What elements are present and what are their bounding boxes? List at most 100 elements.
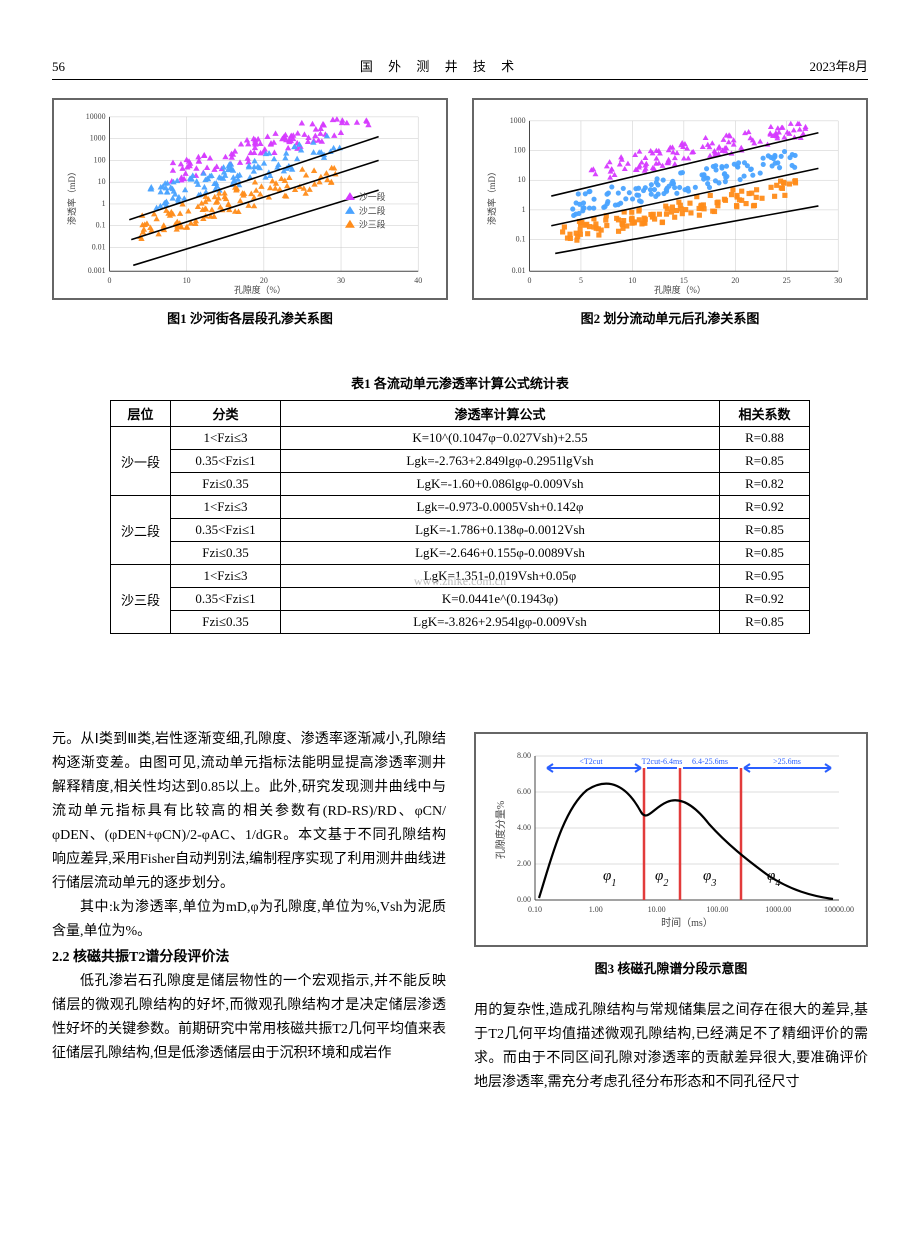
cell-r: R=0.95: [720, 565, 810, 588]
svg-text:沙二段: 沙二段: [359, 205, 386, 216]
header-date: 2023年8月: [748, 56, 868, 75]
svg-text:30: 30: [834, 276, 842, 285]
cell-category: Fzi≤0.35: [171, 473, 281, 496]
charts-row: 0.001 0.01 0.1 1 10 100 1000 10000 0 10 …: [52, 98, 868, 327]
cell-formula: LgK=1.351-0.019Vsh+0.05φ: [281, 565, 720, 588]
fig2-caption: 图2 划分流动单元后孔渗关系图: [472, 308, 868, 327]
svg-text:40: 40: [414, 276, 422, 285]
page-number: 56: [52, 59, 132, 75]
svg-text:10: 10: [98, 177, 106, 186]
right-column: 0.00 2.00 4.00 6.00 8.00 0.10 1.00 10.00…: [474, 728, 868, 1095]
cell-r: R=0.85: [720, 542, 810, 565]
svg-text:0.10: 0.10: [528, 905, 542, 914]
table-row: Fzi≤0.35LgK=-2.646+0.155φ-0.0089VshR=0.8…: [111, 542, 810, 565]
body-left-p3: 低孔渗岩石孔隙度是储层物性的一个宏观指示,并不能反映储层的微观孔隙结构的好坏,而…: [52, 970, 446, 1066]
fig2-container: 0.01 0.1 1 10 100 1000 0 5 10 15 20 25 3…: [472, 98, 868, 327]
svg-text:孔隙度分量%: 孔隙度分量%: [494, 801, 507, 859]
svg-text:1.00: 1.00: [589, 905, 603, 914]
cell-layer: 沙一段: [111, 427, 171, 496]
fig1-container: 0.001 0.01 0.1 1 10 100 1000 10000 0 10 …: [52, 98, 448, 327]
table-row: Fzi≤0.35LgK=-1.60+0.086lgφ-0.009VshR=0.8…: [111, 473, 810, 496]
svg-text:100: 100: [94, 155, 106, 164]
svg-text:时间（ms）: 时间（ms）: [661, 916, 713, 929]
cell-formula: LgK=-1.786+0.138φ-0.0012Vsh: [281, 519, 720, 542]
fig2-frame: 0.01 0.1 1 10 100 1000 0 5 10 15 20 25 3…: [472, 98, 868, 300]
svg-text:10: 10: [518, 175, 526, 184]
svg-text:8.00: 8.00: [517, 751, 531, 760]
table-row: 0.35<Fzi≤1K=0.0441e^(0.1943φ)R=0.92: [111, 588, 810, 611]
svg-text:4.00: 4.00: [517, 823, 531, 832]
svg-text:1: 1: [522, 205, 526, 214]
svg-text:0.1: 0.1: [96, 221, 106, 230]
svg-text:15: 15: [680, 276, 688, 285]
svg-text:25: 25: [783, 276, 791, 285]
svg-text:0.1: 0.1: [516, 235, 526, 244]
svg-text:1000: 1000: [510, 116, 526, 125]
table-row: Fzi≤0.35LgK=-3.826+2.954lgφ-0.009VshR=0.…: [111, 611, 810, 634]
cell-category: 0.35<Fzi≤1: [171, 588, 281, 611]
table-row: 沙一段1<Fzi≤3K=10^(0.1047φ−0.027Vsh)+2.55R=…: [111, 427, 810, 450]
cell-formula: K=10^(0.1047φ−0.027Vsh)+2.55: [281, 427, 720, 450]
svg-text:φ1: φ1: [603, 868, 616, 889]
cell-formula: Lgk=-0.973-0.0005Vsh+0.142φ: [281, 496, 720, 519]
svg-text:6.00: 6.00: [517, 787, 531, 796]
section-2-2-heading: 2.2 核磁共振T2谱分段评价法: [52, 946, 446, 970]
svg-text:6.4-25.6ms: 6.4-25.6ms: [692, 757, 728, 766]
journal-title: 国 外 测 井 技 术: [132, 56, 748, 75]
cell-category: Fzi≤0.35: [171, 611, 281, 634]
svg-text:孔隙度（%）: 孔隙度（%）: [234, 284, 286, 295]
svg-text:孔隙度（%）: 孔隙度（%）: [654, 284, 706, 295]
table1-h0: 层位: [111, 401, 171, 427]
cell-category: 1<Fzi≤3: [171, 565, 281, 588]
cell-formula: LgK=-2.646+0.155φ-0.0089Vsh: [281, 542, 720, 565]
svg-text:沙一段: 沙一段: [359, 191, 386, 202]
table1-h3: 相关系数: [720, 401, 810, 427]
cell-category: 1<Fzi≤3: [171, 427, 281, 450]
cell-formula: LgK=-1.60+0.086lgφ-0.009Vsh: [281, 473, 720, 496]
svg-text:10000: 10000: [86, 112, 106, 121]
svg-text:φ4: φ4: [767, 868, 780, 889]
cell-category: 1<Fzi≤3: [171, 496, 281, 519]
table-row: 沙二段1<Fzi≤3Lgk=-0.973-0.0005Vsh+0.142φR=0…: [111, 496, 810, 519]
svg-text:30: 30: [337, 276, 345, 285]
svg-text:5: 5: [579, 276, 583, 285]
body-left-p2: 其中:k为渗透率,单位为mD,φ为孔隙度,单位为%,Vsh为泥质含量,单位为%。: [52, 896, 446, 944]
cell-layer: 沙二段: [111, 496, 171, 565]
body-left-p1: 元。从Ⅰ类到Ⅲ类,岩性逐渐变细,孔隙度、渗透率逐渐减小,孔隙结构逐渐变差。由图可…: [52, 728, 446, 896]
svg-text:10: 10: [183, 276, 191, 285]
cell-category: 0.35<Fzi≤1: [171, 450, 281, 473]
table-row: 0.35<Fzi≤1Lgk=-2.763+2.849lgφ-0.2951lgVs…: [111, 450, 810, 473]
table-row: 沙三段1<Fzi≤3LgK=1.351-0.019Vsh+0.05φR=0.95: [111, 565, 810, 588]
left-column: 元。从Ⅰ类到Ⅲ类,岩性逐渐变细,孔隙度、渗透率逐渐减小,孔隙结构逐渐变差。由图可…: [52, 728, 446, 1095]
svg-text:20: 20: [260, 276, 268, 285]
svg-text:0.01: 0.01: [92, 242, 106, 251]
cell-category: 0.35<Fzi≤1: [171, 519, 281, 542]
svg-text:100.00: 100.00: [706, 905, 728, 914]
svg-text:T2cut-6.4ms: T2cut-6.4ms: [642, 757, 683, 766]
cell-r: R=0.92: [720, 588, 810, 611]
cell-layer: 沙三段: [111, 565, 171, 634]
svg-text:φ2: φ2: [655, 868, 668, 889]
cell-r: R=0.85: [720, 611, 810, 634]
cell-formula: K=0.0441e^(0.1943φ): [281, 588, 720, 611]
svg-text:0: 0: [528, 276, 532, 285]
svg-text:1: 1: [102, 199, 106, 208]
fig1-frame: 0.001 0.01 0.1 1 10 100 1000 10000 0 10 …: [52, 98, 448, 300]
cell-r: R=0.85: [720, 450, 810, 473]
fig2-svg: 0.01 0.1 1 10 100 1000 0 5 10 15 20 25 3…: [482, 106, 858, 296]
fig1-caption: 图1 沙河街各层段孔渗关系图: [52, 308, 448, 327]
table1-header-row: 层位 分类 渗透率计算公式 相关系数: [111, 401, 810, 427]
svg-text:2.00: 2.00: [517, 859, 531, 868]
svg-text:渗透率（mD）: 渗透率（mD）: [486, 167, 497, 225]
cell-category: Fzi≤0.35: [171, 542, 281, 565]
cell-formula: LgK=-3.826+2.954lgφ-0.009Vsh: [281, 611, 720, 634]
svg-text:1000.00: 1000.00: [765, 905, 791, 914]
svg-text:<T2cut: <T2cut: [579, 757, 603, 766]
fig3-caption: 图3 核磁孔隙谱分段示意图: [474, 957, 868, 981]
svg-text:10: 10: [628, 276, 636, 285]
svg-text:0.01: 0.01: [512, 266, 526, 275]
svg-text:1000: 1000: [90, 134, 106, 143]
svg-text:>25.6ms: >25.6ms: [773, 757, 801, 766]
table1-h2: 渗透率计算公式: [281, 401, 720, 427]
svg-text:0: 0: [108, 276, 112, 285]
